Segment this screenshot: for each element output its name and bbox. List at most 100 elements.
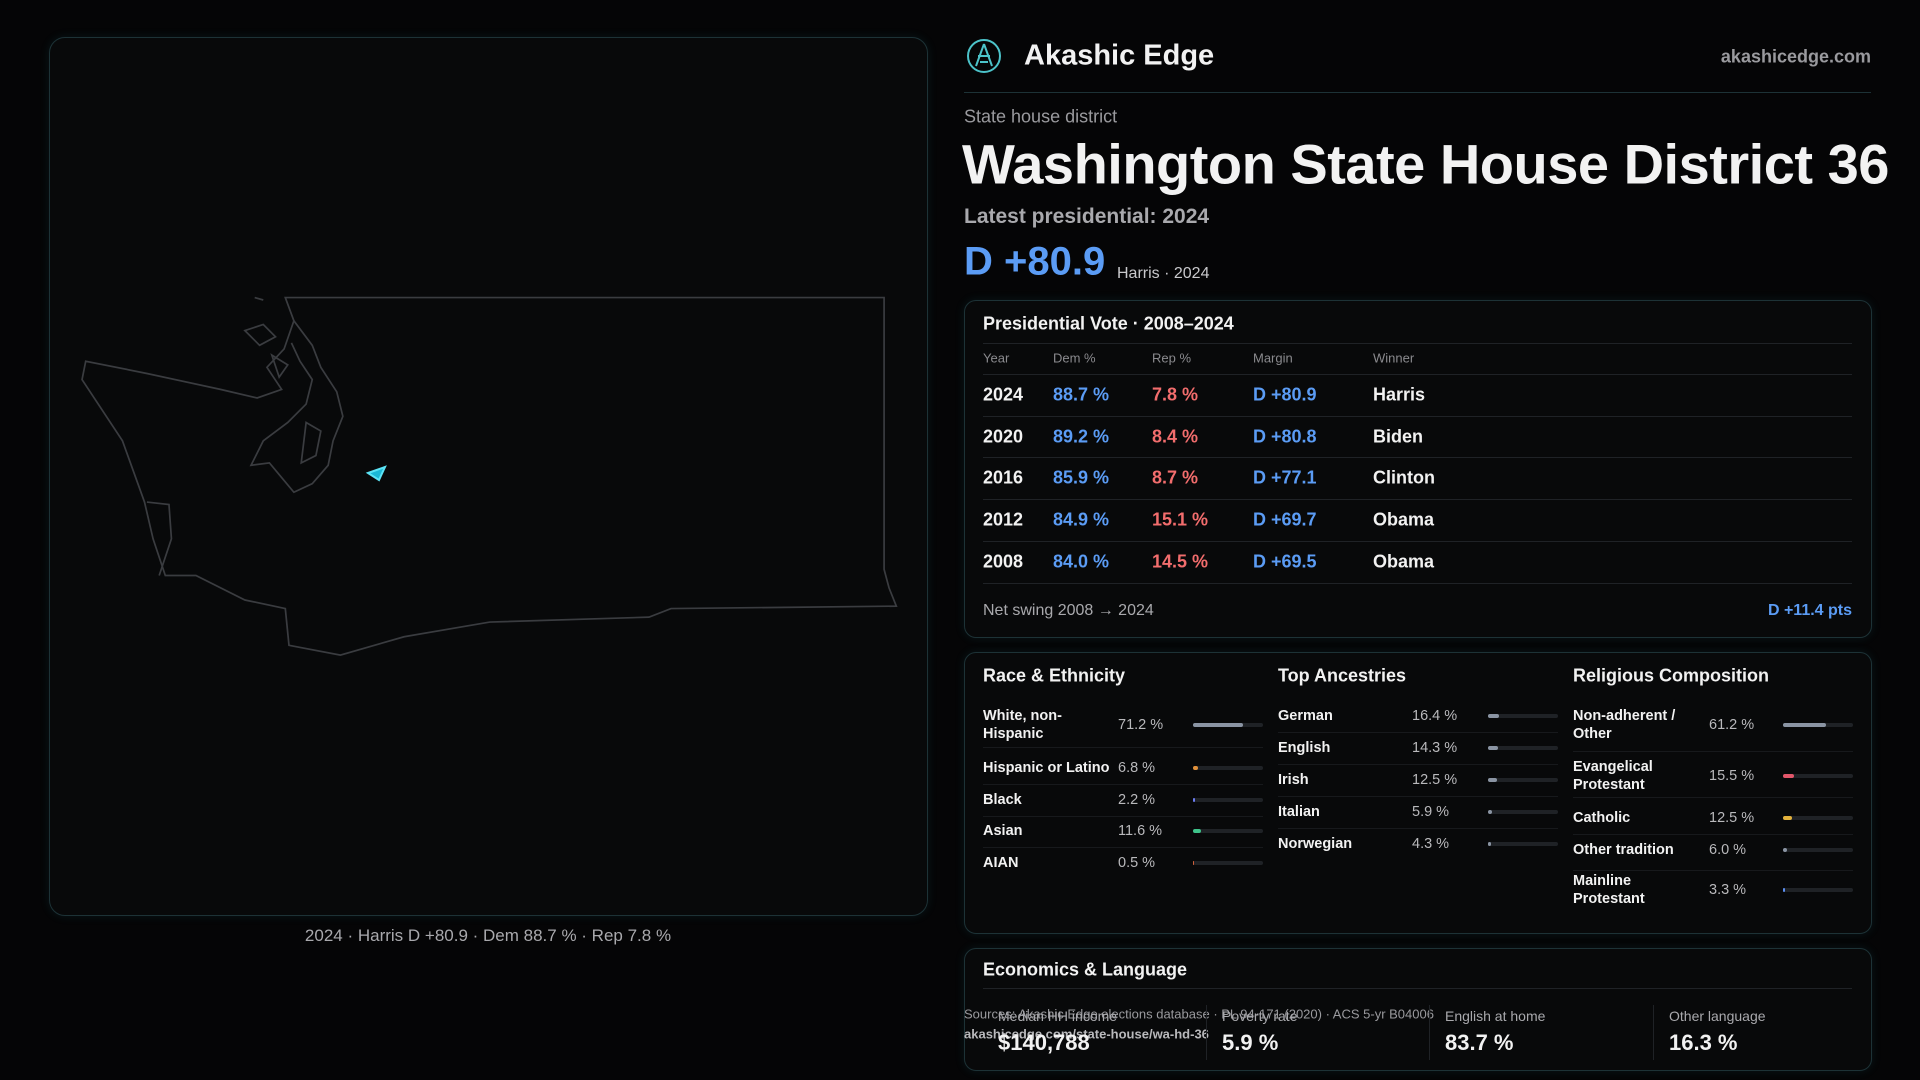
- section-title: Race & Ethnicity: [983, 665, 1126, 686]
- item-value: 0.5 %: [1118, 855, 1156, 871]
- item-label: Hispanic or Latino: [983, 760, 1110, 776]
- bar-track: [1783, 774, 1853, 778]
- bar: [1783, 774, 1794, 778]
- item-value: 14.3 %: [1412, 740, 1458, 756]
- divider: [1653, 1005, 1654, 1060]
- item-label: Asian: [983, 823, 1023, 839]
- metric-label: Median HH income: [998, 1008, 1118, 1024]
- bar: [1783, 816, 1792, 820]
- map-caption: 2024 · Harris D +80.9 · Dem 88.7 % · Rep…: [304, 926, 672, 945]
- card-title: Presidential Vote · 2008–2024: [983, 313, 1234, 334]
- swing-label: Net swing 2008 → 2024: [983, 602, 1154, 619]
- divider: [983, 541, 1852, 542]
- divider: [1206, 1005, 1207, 1060]
- item-value: 4.3 %: [1412, 836, 1450, 852]
- divider: [1573, 870, 1853, 871]
- divider: [983, 416, 1852, 417]
- table-cell: 89.2 %: [1053, 426, 1110, 447]
- bar-track: [1193, 829, 1263, 833]
- district-marker: [365, 465, 387, 482]
- item-label: Non-adherent / Other: [1573, 708, 1676, 742]
- table-cell: 2024: [983, 384, 1024, 405]
- map-panel: [49, 37, 928, 916]
- divider: [1429, 1005, 1430, 1060]
- bar-track: [1783, 848, 1853, 852]
- column-header: Dem %: [1053, 350, 1096, 366]
- metric-label: English at home: [1445, 1008, 1546, 1024]
- bar: [1488, 714, 1500, 718]
- metric-value: $140,788: [998, 1030, 1090, 1055]
- card-title: Economics & Language: [983, 959, 1188, 980]
- divider: [1278, 764, 1558, 765]
- table-cell: D +80.9: [1253, 384, 1317, 405]
- item-value: 16.4 %: [1412, 708, 1458, 724]
- site-link[interactable]: akashicedge.com: [1720, 46, 1871, 67]
- metric-value: 5.9 %: [1222, 1030, 1279, 1055]
- item-value: 6.8 %: [1118, 760, 1156, 776]
- table-cell: 2016: [983, 467, 1024, 488]
- metric-value: 83.7 %: [1445, 1030, 1514, 1055]
- margin-note: Harris · 2024: [1117, 265, 1210, 282]
- item-value: 11.6 %: [1118, 823, 1163, 839]
- divider: [983, 784, 1263, 785]
- bar: [1193, 798, 1195, 802]
- item-value: 12.5 %: [1709, 810, 1755, 826]
- item-label: German: [1278, 708, 1333, 724]
- brand: Akashic Edge: [1024, 39, 1215, 72]
- metric-value: 16.3 %: [1669, 1030, 1738, 1055]
- table-cell: 2008: [983, 551, 1024, 572]
- logo: [967, 39, 1001, 73]
- metric-label: Poverty rate: [1222, 1008, 1298, 1024]
- table-cell: Clinton: [1373, 467, 1435, 488]
- kicker: State house district: [964, 106, 1118, 127]
- column-header: Margin: [1253, 350, 1293, 366]
- latest-label: Latest presidential: 2024: [964, 205, 1210, 228]
- column-header: Rep %: [1152, 350, 1192, 366]
- margin-headline: D +80.9: [964, 239, 1106, 284]
- divider: [983, 815, 1263, 817]
- divider: [983, 583, 1852, 584]
- sources: Sources: Akashic Edge elections database…: [964, 1006, 1434, 1022]
- table-cell: D +69.7: [1253, 509, 1317, 530]
- bar-track: [1783, 816, 1853, 820]
- table-cell: 2020: [983, 426, 1024, 447]
- bar-track: [1488, 842, 1558, 846]
- bar-track: [1193, 861, 1263, 865]
- bar-track: [1783, 888, 1853, 892]
- bar: [1193, 829, 1202, 833]
- column-header: Year: [983, 350, 1010, 366]
- section-title: Top Ancestries: [1278, 665, 1407, 686]
- table-cell: 7.8 %: [1152, 384, 1199, 405]
- swing-value: D +11.4 pts: [1767, 602, 1852, 619]
- item-label: White, non-Hispanic: [983, 708, 1062, 742]
- metric-label: Other language: [1669, 1008, 1766, 1024]
- item-value: 71.2 %: [1118, 717, 1164, 733]
- item-label: Black: [983, 792, 1022, 808]
- table-cell: 15.1 %: [1152, 509, 1209, 530]
- source-link[interactable]: akashicedge.com/state-house/wa-hd-36: [964, 1026, 1209, 1042]
- bar: [1488, 810, 1493, 814]
- islands: [146, 296, 322, 576]
- table-cell: Biden: [1373, 426, 1424, 447]
- item-value: 15.5 %: [1709, 768, 1755, 784]
- divider: [1573, 797, 1853, 798]
- item-value: 12.5 %: [1412, 772, 1458, 788]
- divider: [964, 92, 1871, 93]
- divider: [1573, 834, 1853, 835]
- puget-sound: [249, 320, 344, 494]
- table-cell: 2012: [983, 509, 1024, 530]
- item-label: AIAN: [983, 855, 1019, 871]
- divider: [983, 499, 1852, 500]
- bar-track: [1193, 766, 1263, 770]
- bar: [1488, 842, 1491, 846]
- table-cell: 8.4 %: [1152, 426, 1199, 447]
- divider: [1278, 796, 1558, 797]
- item-label: Mainline Protestant: [1573, 873, 1645, 907]
- bar: [1193, 723, 1243, 727]
- bar: [1488, 778, 1497, 782]
- bar: [1783, 848, 1788, 852]
- table-cell: 14.5 %: [1152, 551, 1209, 572]
- item-label: Evangelical Protestant: [1573, 759, 1653, 793]
- bar-track: [1488, 714, 1558, 718]
